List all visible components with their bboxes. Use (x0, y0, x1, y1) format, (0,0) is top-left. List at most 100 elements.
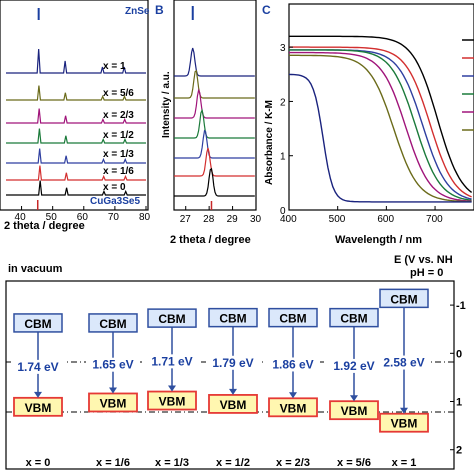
right-tick-label-1: 0 (456, 348, 462, 360)
gap-arrow-head-up-5 (350, 395, 358, 402)
cbm-label-4: CBM (279, 312, 306, 326)
panel-b-xticks: 27 28 29 30 (180, 206, 262, 225)
cbm-label-6: CBM (390, 292, 417, 306)
abs-y-tick-label-2: 2 (280, 97, 286, 108)
panel-a: ZnSe CuGa3Se5 x = 1 x = 5/6 x = 2/3 x = 1/2… (0, 0, 151, 232)
category-label-4: x = 2/3 (276, 457, 310, 469)
right-axis-label: E (V vs. NH (394, 254, 453, 266)
xrd-trace-4 (6, 148, 146, 164)
category-label-3: x = 1/2 (216, 457, 250, 469)
band-columns: CBM VBM 1.74 eV CBM VBM 1.65 eV CBM VBM 1.71 eV C… (11, 288, 431, 433)
panel-b-frame (173, 0, 257, 211)
absorbance-curve-3 (289, 49, 472, 201)
gap-arrow-head-up-2 (168, 385, 176, 392)
vbm-label-0: VBM (25, 401, 52, 415)
gap-arrow-head-up-0 (34, 391, 42, 398)
xrd-b-trace-6 (174, 167, 255, 197)
gap-label-bg-6 (377, 355, 431, 370)
cbm-label-3: CBM (219, 312, 246, 326)
absorbance-curve-5 (289, 54, 472, 203)
xrd-b-tick-label-2: 29 (227, 214, 239, 225)
panel-a-top-label: ZnSe (125, 6, 150, 17)
vbm-label-1: VBM (100, 396, 127, 410)
xrd-a-tick-label-2: 60 (77, 212, 89, 223)
panel-a-trace-labels: x = 1 x = 5/6 x = 2/3 x = 1/2 x = 1/3 x = 1/6… (103, 61, 134, 193)
xrd-a-tick-label-4: 80 (139, 212, 151, 223)
vbm-label-6: VBM (391, 417, 418, 431)
vbm-label-4: VBM (280, 401, 307, 415)
absorbance-curve-1 (289, 46, 472, 198)
panel-a-frame (0, 0, 149, 211)
xrd-b-trace-3 (174, 108, 255, 139)
xrd-trace-label-2: x = 2/3 (103, 110, 134, 121)
cbm-label-5: CBM (340, 312, 367, 326)
gap-value-label-2: 1.71 eV (151, 354, 192, 368)
gap-value-label-4: 1.86 eV (272, 357, 313, 371)
panel-c-frame (288, 3, 474, 211)
gap-label-bg-2 (145, 354, 199, 369)
gap-arrow-head-up-4 (289, 392, 297, 399)
panel-c-letter: C (262, 3, 271, 17)
gap-value-label-1: 1.65 eV (92, 358, 133, 372)
xrd-trace-label-4: x = 1/3 (103, 149, 134, 160)
category-label-6: x = 1 (392, 457, 417, 469)
panel-c-xlabel: Wavelength / nm (335, 234, 422, 246)
category-label-0: x = 0 (26, 457, 51, 469)
panel-b-ylabel: Intensity / a.u. (161, 71, 172, 138)
xrd-trace-3 (6, 128, 146, 144)
cbm-label-2: CBM (158, 312, 185, 326)
absorbance-curve-0 (289, 35, 473, 193)
band-diagram: in vacuum E (V vs. NH pH = 0 CBM VBM 1.74 … (5, 254, 466, 470)
abs-x-tick-label-1: 500 (329, 214, 346, 225)
cbm-label-0: CBM (24, 317, 51, 331)
xrd-trace-1 (6, 85, 146, 101)
panel-c: C Absorbance / K-M 400 500 600 700 0 1 2 3 Wave… (262, 3, 474, 246)
gap-label-bg-4 (266, 357, 320, 372)
vbm-label-5: VBM (341, 404, 368, 418)
gap-label-bg-1 (86, 357, 140, 372)
xrd-trace-6 (6, 180, 146, 196)
band-diagram-title: in vacuum (8, 263, 63, 275)
panel-a-bottom-label: CuGa3Se5 (90, 196, 140, 207)
vbm-label-3: VBM (220, 398, 247, 412)
xrd-b-tick-label-0: 27 (180, 214, 192, 225)
panel-c-ylabel: Absorbance / K-M (264, 100, 275, 185)
gap-label-bg-0 (11, 359, 65, 374)
xrd-b-tick-label-1: 28 (203, 214, 215, 225)
xrd-trace-label-1: x = 5/6 (103, 88, 134, 99)
absorbance-curve-4 (289, 51, 472, 202)
gap-value-label-6: 2.58 eV (383, 356, 424, 370)
xrd-b-trace-4 (174, 129, 255, 159)
panel-b-letter: B (155, 3, 164, 17)
xrd-trace-0 (6, 48, 146, 74)
panel-a-xticks: 40 50 60 70 80 (15, 206, 151, 223)
vbm-label-2: VBM (159, 395, 186, 409)
band-diagram-frame (5, 280, 455, 470)
xrd-b-trace-2 (174, 88, 255, 119)
panel-a-traces (6, 8, 146, 210)
xrd-b-tick-label-3: 30 (250, 214, 262, 225)
gap-value-label-5: 1.92 eV (333, 359, 374, 373)
xrd-trace-label-5: x = 1/6 (103, 166, 134, 177)
gap-value-label-3: 1.79 eV (212, 356, 253, 370)
panel-b-xlabel: 2 theta / degree (170, 234, 251, 246)
gap-arrow-head-up-1 (109, 387, 117, 394)
panel-b: B Intensity / a.u. 27 28 29 30 2 theta / de… (155, 0, 262, 246)
category-labels: x = 0 x = 1/6 x = 1/3 x = 1/2 x = 2/3 x = 5/6… (26, 457, 417, 469)
xrd-trace-label-3: x = 1/2 (103, 130, 134, 141)
absorbance-curve-2 (289, 49, 472, 200)
xrd-trace-5 (6, 165, 146, 181)
abs-y-tick-label-0: 0 (280, 206, 286, 217)
right-axis-ticks: -1 0 1 2 (450, 300, 466, 457)
xrd-b-trace-5 (174, 147, 255, 177)
absorbance-curve-6 (288, 73, 472, 203)
xrd-a-tick-label-1: 50 (46, 212, 58, 223)
xrd-a-tick-label-0: 40 (15, 212, 27, 223)
right-axis-sub: pH = 0 (410, 267, 443, 279)
xrd-b-trace-0 (174, 47, 255, 77)
abs-y-tick-label-3: 3 (280, 43, 286, 54)
xrd-a-tick-label-3: 70 (108, 212, 120, 223)
gap-arrow-head-up-6 (400, 407, 408, 414)
xrd-trace-label-0: x = 1 (103, 61, 126, 72)
